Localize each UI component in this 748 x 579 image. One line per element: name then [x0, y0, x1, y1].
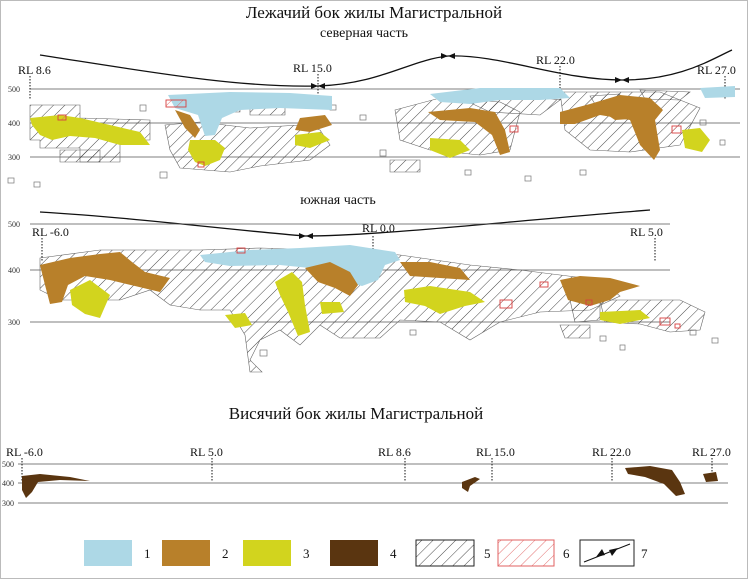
- legend-swatch-3: [243, 540, 291, 566]
- hanging-rl-8-6: RL 8.6: [378, 445, 411, 459]
- legend-swatch-2: [162, 540, 210, 566]
- legend-swatch-7: [579, 539, 635, 567]
- north-profile-curve: [39, 49, 733, 87]
- hanging-rl-27: RL 27.0: [692, 445, 731, 459]
- south-curve-arrows: [299, 233, 313, 239]
- north-rl-22: RL 22.0: [536, 53, 575, 67]
- legend-label-1: 1: [144, 546, 151, 561]
- hanging-elev-500: 500: [2, 460, 14, 469]
- south-elev-500: 500: [8, 220, 20, 229]
- north-zone-2: [175, 95, 663, 160]
- legend-label-5: 5: [484, 546, 491, 561]
- south-rl-0: RL 0.0: [362, 221, 395, 235]
- legend-swatch-6: [497, 539, 555, 567]
- north-subtitle: северная часть: [320, 26, 408, 41]
- legend-label-2: 2: [222, 546, 229, 561]
- hanging-rl-15: RL 15.0: [476, 445, 515, 459]
- legend-swatch-4: [330, 540, 378, 566]
- legend: 1 2 3 4 5 6 7: [84, 539, 648, 567]
- south-zone-6: [236, 247, 681, 329]
- north-elev-500: 500: [8, 85, 20, 94]
- south-profile-curve: [39, 209, 651, 237]
- north-title: Лежачий бок жилы Магистральной: [246, 3, 502, 22]
- legend-label-6: 6: [563, 546, 570, 561]
- hanging-grid: [18, 463, 728, 504]
- south-rl-5: RL 5.0: [630, 225, 663, 239]
- hanging-rl-ticks: [21, 458, 713, 482]
- legend-label-3: 3: [303, 546, 310, 561]
- north-zone-1: [168, 92, 332, 136]
- hanging-title: Висячий бок жилы Магистральной: [229, 404, 484, 423]
- north-elev-300: 300: [8, 153, 20, 162]
- north-curve-arrows: [311, 53, 629, 89]
- north-elev-400: 400: [8, 119, 20, 128]
- north-rl-15: RL 15.0: [293, 61, 332, 75]
- north-small-blocks: [7, 104, 726, 188]
- north-rl-27: RL 27.0: [697, 63, 736, 77]
- legend-label-4: 4: [390, 546, 397, 561]
- south-zone-2: [40, 252, 640, 306]
- south-zone-3: [70, 272, 650, 336]
- hanging-elev-300: 300: [2, 499, 14, 508]
- legend-swatch-1: [84, 540, 132, 566]
- hanging-elev-400: 400: [2, 479, 14, 488]
- hanging-rl-5: RL 5.0: [190, 445, 223, 459]
- south-rl-minus-6: RL -6.0: [32, 225, 69, 239]
- north-zone-1c: [700, 86, 735, 98]
- south-elev-400: 400: [8, 266, 20, 275]
- south-elev-300: 300: [8, 318, 20, 327]
- legend-label-7: 7: [641, 546, 648, 561]
- north-zone-1b: [430, 88, 570, 104]
- north-rl-8-6: RL 8.6: [18, 63, 51, 77]
- south-subtitle: южная часть: [300, 193, 375, 208]
- legend-swatch-5: [415, 539, 475, 567]
- hanging-rl-minus-6: RL -6.0: [6, 445, 43, 459]
- north-zone-3: [30, 115, 710, 166]
- north-zone-6: [57, 99, 682, 168]
- hanging-rl-22: RL 22.0: [592, 445, 631, 459]
- hanging-zone-4: [22, 466, 718, 498]
- south-small-blocks: [259, 329, 719, 357]
